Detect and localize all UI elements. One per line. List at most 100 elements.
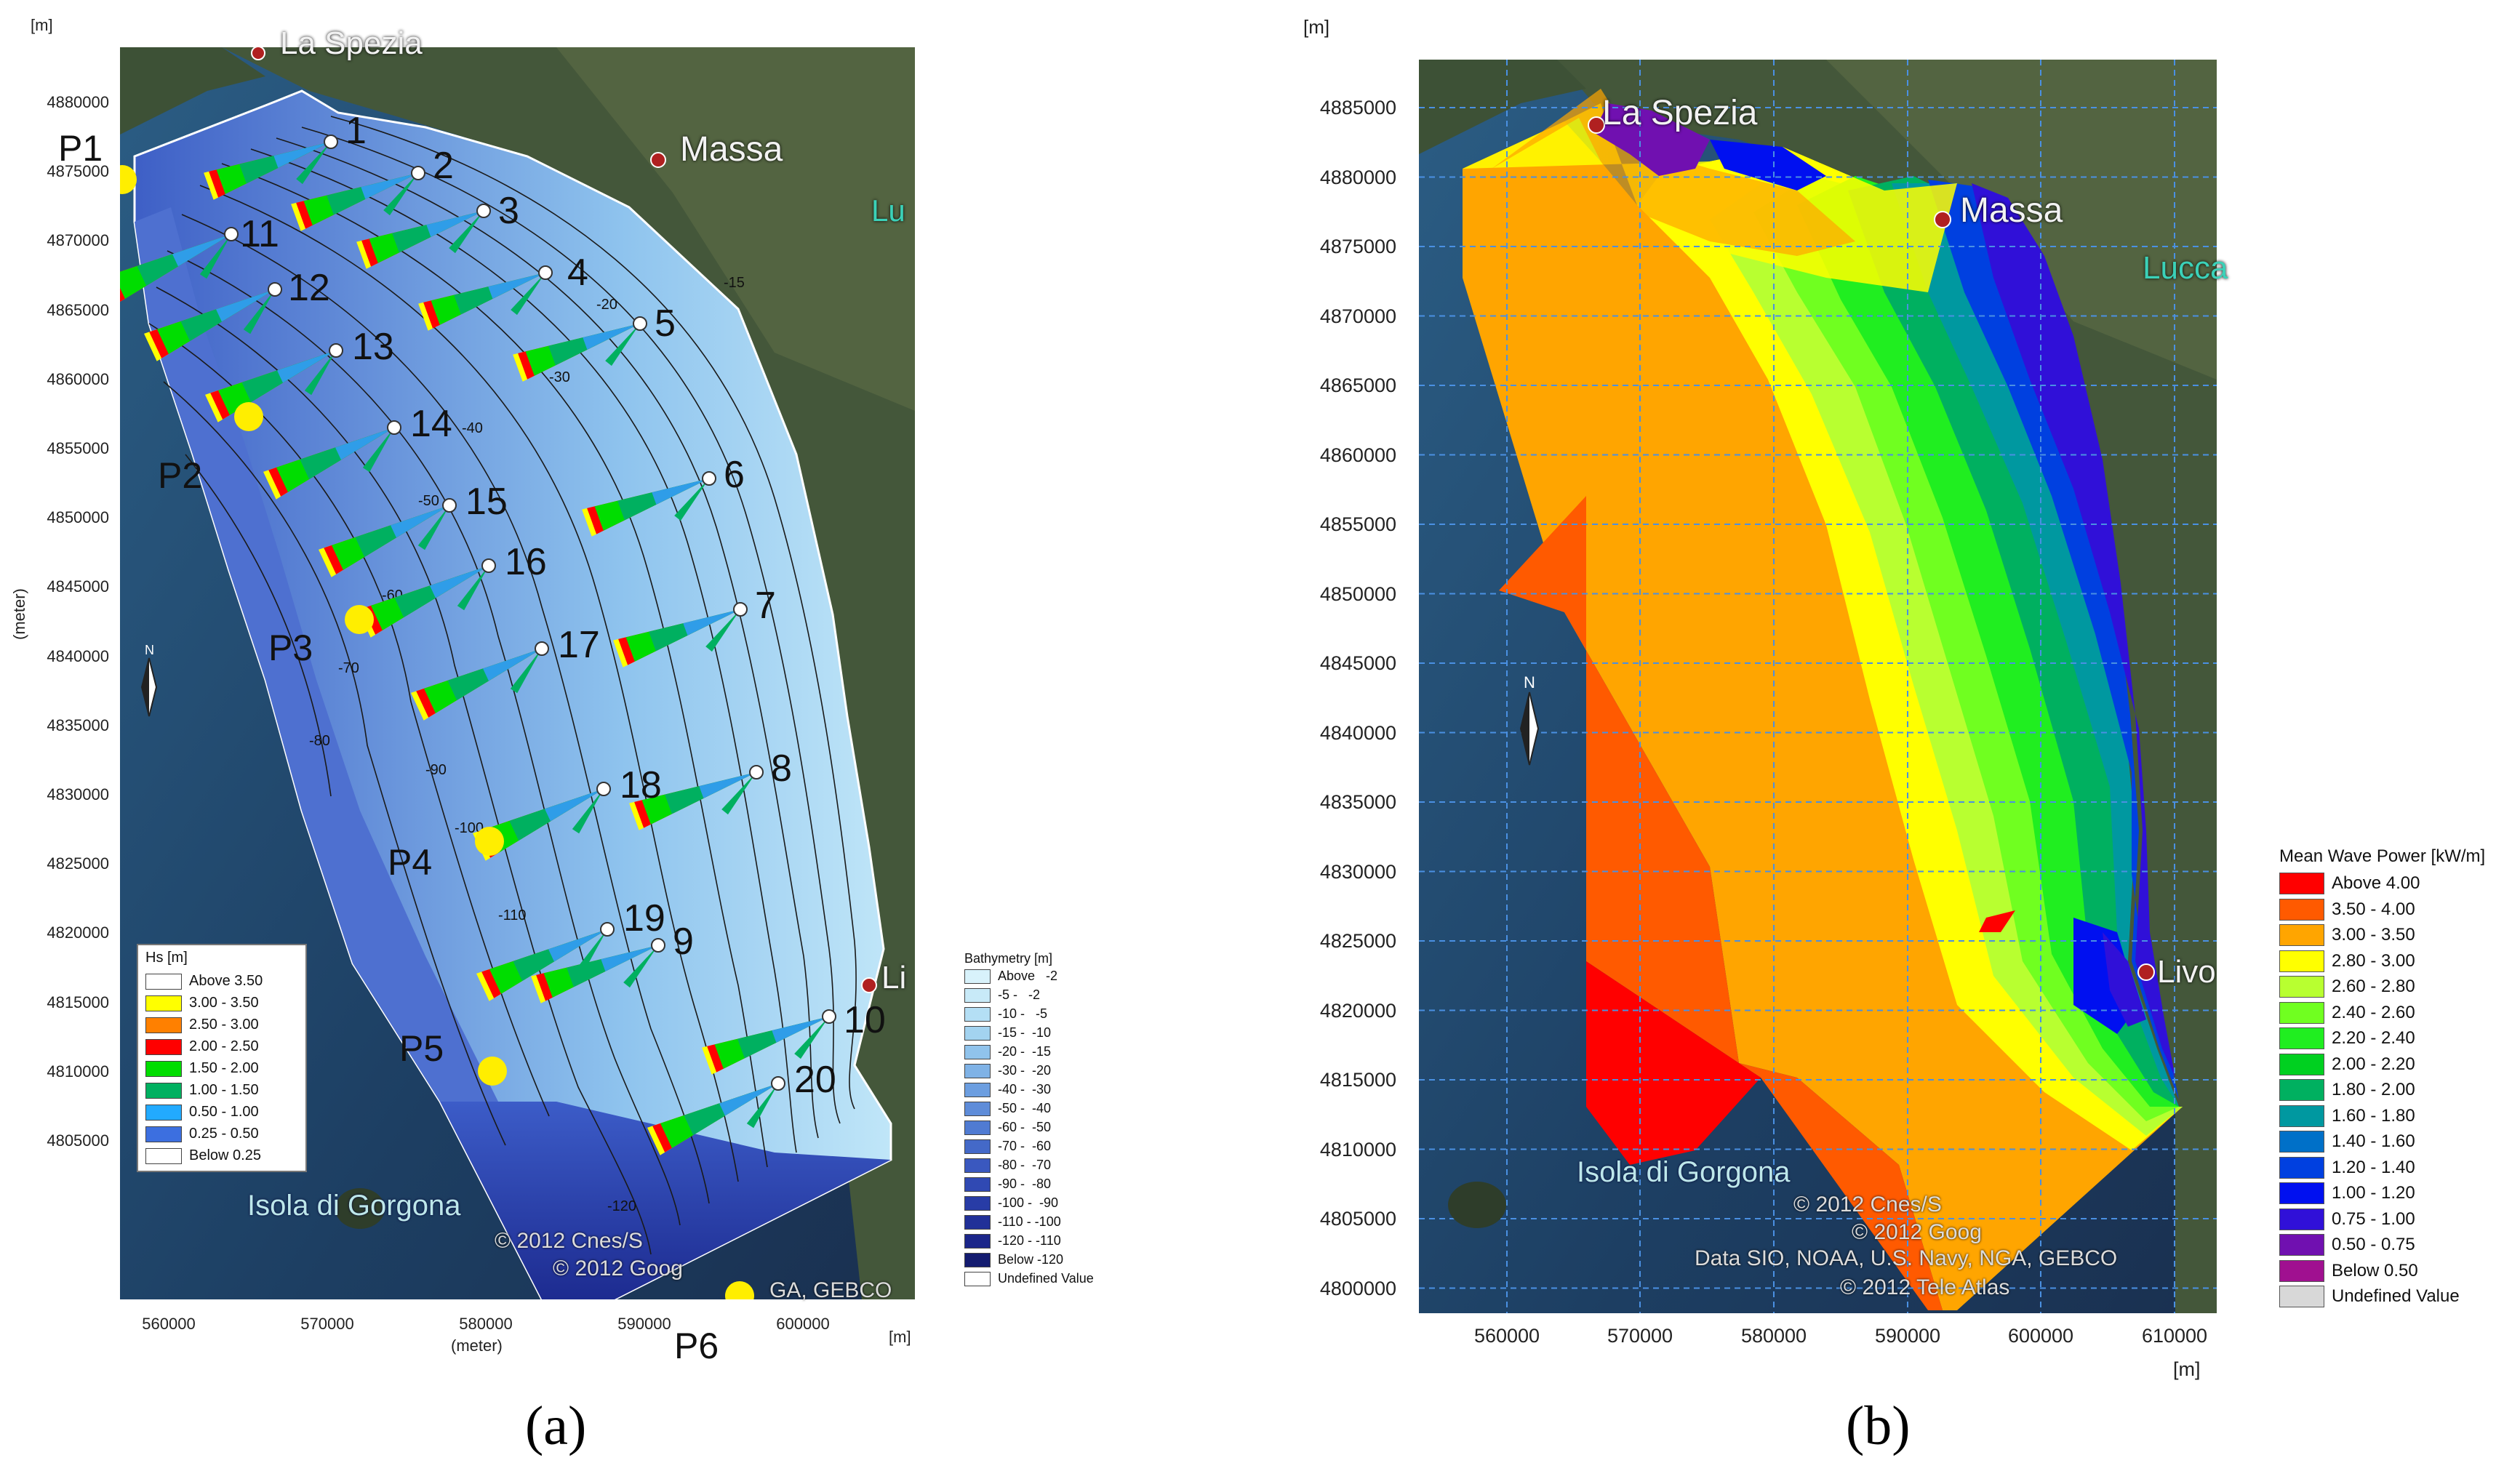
station-marker (733, 602, 748, 617)
wave-power-legend-row: 2.20 - 2.40 (2279, 1027, 2415, 1049)
bathymetry-legend-swatch (964, 1139, 991, 1154)
rose-petal (583, 324, 640, 350)
bathymetry-legend-row: Above -2 (964, 969, 1057, 984)
hs-legend-row: 2.50 - 3.00 (145, 1017, 259, 1033)
wave-power-legend: Mean Wave Power [kW/m] Above 4.00 3.50 - … (2279, 846, 2516, 1323)
wave-power-legend-swatch (2279, 873, 2324, 894)
rose-petal (601, 945, 658, 971)
y-tick-label: 4805000 (1319, 1208, 1396, 1230)
la-spezia-marker-b (1588, 116, 1605, 134)
x-tick-label: 600000 (2007, 1325, 2074, 1347)
north-arrow-a: N (140, 643, 158, 717)
station-label: 2 (433, 145, 454, 187)
y-tick-label: 4840000 (47, 646, 109, 665)
wave-power-legend-swatch (2279, 1234, 2324, 1256)
bathymetry-legend-label: -60 - -50 (998, 1120, 1052, 1134)
rose-petal (510, 649, 542, 694)
wave-power-legend-label: 2.20 - 2.40 (2332, 1028, 2415, 1048)
bathymetry-legend-swatch (964, 1006, 991, 1022)
station-marker (538, 265, 553, 280)
hs-legend-label: Above 3.50 (189, 973, 263, 989)
wave-power-legend-row: 2.60 - 2.80 (2279, 976, 2415, 998)
bathymetry-legend-label: -15 - -10 (998, 1025, 1052, 1040)
hs-legend-swatch (145, 1038, 182, 1055)
copyright-b-2: © 2012 Goog (1852, 1220, 1982, 1244)
wave-power-legend-label: 2.40 - 2.60 (2332, 1002, 2415, 1022)
wave-power-legend-row: 1.60 - 1.80 (2279, 1105, 2415, 1127)
contour-label: -15 (724, 275, 745, 291)
copyright-a-2: © 2012 Goog (553, 1256, 683, 1280)
rose-petal (605, 324, 640, 366)
hs-legend-label: 3.00 - 3.50 (189, 995, 259, 1011)
y-tick-label: 4870000 (1319, 305, 1396, 327)
wave-power-legend-swatch (2279, 1131, 2324, 1153)
station-label: 19 (623, 897, 665, 939)
wave-power-legend-label: Below 0.50 (2332, 1260, 2418, 1280)
y-tick-label: 4855000 (47, 439, 109, 457)
hs-legend-row: 3.00 - 3.50 (145, 995, 259, 1011)
livorno-marker-b (2137, 963, 2155, 981)
station-label: 18 (620, 764, 662, 806)
hs-legend-row: 1.50 - 2.00 (145, 1060, 259, 1077)
y-tick-label: 4800000 (1319, 1277, 1396, 1299)
contour-label: -120 (607, 1198, 636, 1214)
hs-legend-swatch (145, 1147, 182, 1164)
wave-power-legend-swatch (2279, 1079, 2324, 1101)
copyright-b-3: Data SIO, NOAA, U.S. Navy, NGA, GEBCO (1695, 1246, 2118, 1270)
bathymetry-legend-swatch (964, 969, 991, 984)
land-hills (556, 47, 915, 411)
wave-power-legend-label: Undefined Value (2332, 1286, 2460, 1306)
bathymetry-legend-swatch (964, 1271, 991, 1286)
livorno-marker (861, 977, 877, 993)
wave-power-legend-label: 3.50 - 4.00 (2332, 899, 2415, 919)
copyright-a-1: © 2012 Cnes/S (495, 1229, 643, 1253)
wave-power-legend-row: Below 0.50 (2279, 1259, 2418, 1282)
massa-marker (650, 152, 666, 168)
station-label: 5 (655, 302, 676, 345)
bathymetry-legend-row: -30 - -20 (964, 1063, 1051, 1078)
wave-power-legend-row: 1.00 - 1.20 (2279, 1182, 2415, 1204)
wave-power-legend-row: 1.20 - 1.40 (2279, 1156, 2415, 1179)
wave-power-legend-label: 1.60 - 1.80 (2332, 1105, 2415, 1126)
station-marker (651, 938, 665, 953)
hs-legend-swatch (145, 1060, 182, 1077)
copyright-a-3: GA, GEBCO (769, 1278, 892, 1302)
station-label: 12 (288, 267, 330, 309)
bathymetry-legend-label: -100 - -90 (998, 1195, 1059, 1210)
wave-power-legend-row: 1.80 - 2.00 (2279, 1079, 2415, 1101)
rose-petal (652, 478, 709, 505)
station-label: 10 (844, 999, 886, 1041)
y-tick-label: 4835000 (1319, 791, 1396, 813)
bathymetry-domain (133, 89, 892, 1299)
copyright-b-4: © 2012 Tele Atlas (1840, 1275, 2010, 1299)
panel-b-map: N (1419, 60, 2217, 1313)
bathymetry-legend-swatch (964, 1233, 991, 1248)
bathymetry-legend: Bathymetry [m] Above -2 -5 - -2 -10 - -5 -1… (964, 951, 1124, 1300)
panel-a-xlabel: (meter) (451, 1336, 503, 1355)
wave-power-legend-swatch (2279, 1001, 2324, 1024)
hs-legend-label: 1.50 - 2.00 (189, 1060, 259, 1076)
station-marker (600, 922, 615, 937)
wave-rose (205, 350, 336, 422)
bathymetry-legend-swatch (964, 1252, 991, 1267)
wave-rose (144, 289, 275, 361)
bathymetry-legend-label: -10 - -5 (998, 1006, 1048, 1021)
wave-power-legend-swatch (2279, 1053, 2324, 1075)
gorgona-island-b (1448, 1182, 1506, 1228)
y-tick-label: 4870000 (47, 231, 109, 250)
rose-petal (772, 1017, 829, 1043)
rose-petal (273, 142, 331, 168)
point-markers (224, 135, 836, 1091)
bathymetry-legend-swatch (964, 1177, 991, 1192)
p-label: P2 (158, 455, 203, 496)
rose-petal (335, 428, 394, 460)
station-marker (387, 420, 401, 435)
rose-petal (623, 945, 658, 988)
y-tick-label: 4825000 (47, 854, 109, 873)
wave-rose (513, 324, 640, 382)
bathymetry-legend-row: -10 - -5 (964, 1006, 1047, 1022)
station-label: 6 (724, 454, 745, 496)
wave-power-legend-row: 3.50 - 4.00 (2279, 898, 2415, 921)
contour-label: -110 (498, 907, 527, 923)
wave-rose (473, 789, 604, 861)
